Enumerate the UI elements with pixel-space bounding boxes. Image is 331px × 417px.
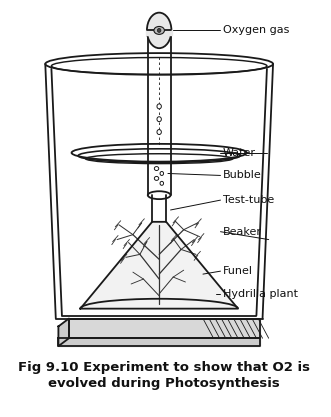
Ellipse shape <box>154 26 165 34</box>
Ellipse shape <box>160 171 164 176</box>
Polygon shape <box>58 319 69 346</box>
Polygon shape <box>58 338 260 346</box>
Text: Beaker: Beaker <box>223 227 262 237</box>
Ellipse shape <box>157 104 161 109</box>
Text: Test-tube: Test-tube <box>223 195 274 205</box>
Text: Bubble: Bubble <box>223 171 262 181</box>
Text: Hydrilla plant: Hydrilla plant <box>223 289 298 299</box>
Polygon shape <box>146 30 172 35</box>
Text: Fig 9.10 Experiment to show that O2 is: Fig 9.10 Experiment to show that O2 is <box>18 362 310 374</box>
Ellipse shape <box>154 176 159 181</box>
Ellipse shape <box>160 181 164 185</box>
Text: Funel: Funel <box>223 266 253 276</box>
Polygon shape <box>80 222 238 309</box>
Ellipse shape <box>158 28 161 33</box>
Text: evolved during Photosynthesis: evolved during Photosynthesis <box>48 377 280 390</box>
Polygon shape <box>69 319 260 338</box>
Ellipse shape <box>147 13 171 48</box>
Ellipse shape <box>154 166 159 171</box>
Text: Water: Water <box>223 148 256 158</box>
Text: Oxygen gas: Oxygen gas <box>223 25 290 35</box>
Ellipse shape <box>157 117 161 122</box>
Ellipse shape <box>157 130 161 135</box>
